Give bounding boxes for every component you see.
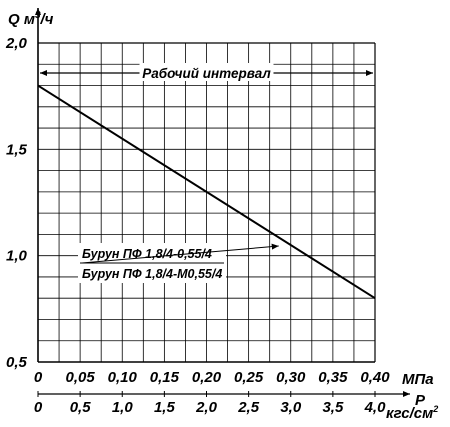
y-tick-label: 0,5 xyxy=(6,354,28,371)
x-tick-label-mpa: 0,15 xyxy=(150,369,180,386)
y-axis-title-sup: 3 xyxy=(35,10,41,21)
y-tick-label: 1,5 xyxy=(6,141,28,158)
x-tick-label-mpa: 0,05 xyxy=(66,369,96,386)
grid xyxy=(37,42,376,363)
y-tick-label: 2,0 xyxy=(5,35,28,52)
x-tick-label-kgf: 0,5 xyxy=(70,399,92,416)
series-line-layer xyxy=(37,84,376,300)
y-axis-title: Q м3/ч xyxy=(8,10,54,28)
x-tick-label-kgf: 4,0 xyxy=(364,399,387,416)
x-tick-label-mpa: 0 xyxy=(34,369,43,386)
working-range-label-bg xyxy=(139,63,274,81)
x-tick-label-mpa: 0,35 xyxy=(318,369,348,386)
working-range-label: Рабочий интервал xyxy=(142,66,271,81)
x-axis-unit-kgf-sup: 2 xyxy=(432,404,438,414)
x-tick-label-kgf: 1,5 xyxy=(154,399,176,416)
legend: Бурун ПФ 1,8/4-0,55/4 Бурун ПФ 1,8/4-М0,5… xyxy=(78,243,279,283)
x-tick-label-mpa: 0,40 xyxy=(360,369,390,386)
y-axis-title-q: Q xyxy=(8,11,24,28)
x-tick-label-kgf: 0 xyxy=(34,399,43,416)
series-line xyxy=(37,84,376,300)
x-tick-label-kgf: 2,0 xyxy=(195,399,218,416)
legend-pointer xyxy=(81,243,279,264)
x-tick-label-kgf: 3,5 xyxy=(322,399,344,416)
x-tick-label-mpa: 0,20 xyxy=(192,369,222,386)
axes-frame xyxy=(35,8,376,363)
axis-labels: 2,0 1,5 1,0 0,5 Q м3/ч 0 0 0,05 0,5 0,10 1,0 0,15 1,… xyxy=(5,10,438,422)
working-range: Рабочий интервал xyxy=(40,63,373,81)
x-tick-label-kgf: 2,5 xyxy=(237,399,260,416)
y-axis-title-unit: м xyxy=(24,11,35,28)
x-tick-label-mpa: 0,25 xyxy=(234,369,264,386)
y-tick-label: 1,0 xyxy=(6,248,28,265)
y-axis-title-tail: /ч xyxy=(40,11,54,28)
x-axis-symbol: P xyxy=(415,392,426,409)
legend-entry: Бурун ПФ 1,8/4-0,55/4 xyxy=(82,247,212,261)
x-tick-label-kgf: 3,0 xyxy=(280,399,302,416)
x-axis-unit-mpa: МПа xyxy=(402,371,434,388)
x-tick-label-mpa: 0,30 xyxy=(276,369,306,386)
legend-entry: Бурун ПФ 1,8/4-М0,55/4 xyxy=(82,267,222,281)
x-tick-label-kgf: 1,0 xyxy=(112,399,134,416)
x-axis-unit-kgf: кгс/см2 xyxy=(386,404,438,422)
x-tick-label-mpa: 0,10 xyxy=(108,369,138,386)
x-axis-unit-kgf-base: кгс/см xyxy=(386,405,433,422)
